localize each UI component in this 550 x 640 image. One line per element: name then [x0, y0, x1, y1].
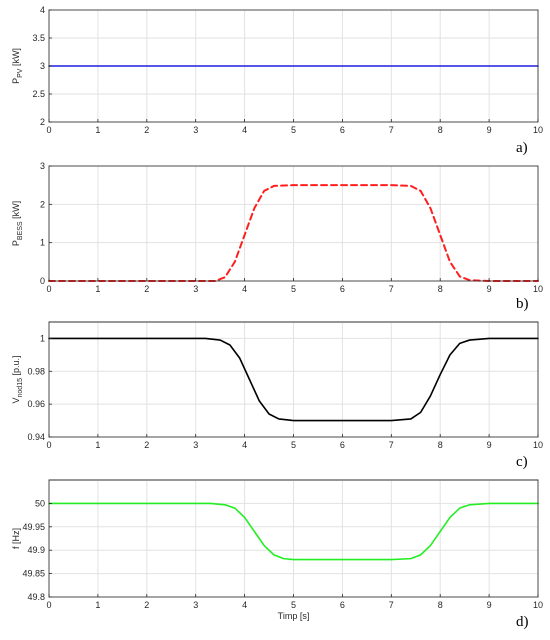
- x-tick-label: 7: [389, 284, 394, 294]
- x-tick-label: 0: [46, 600, 51, 610]
- x-tick-label: 7: [389, 440, 394, 450]
- chart-panel-c: 0 1 2 3 4 5 6 7 8 9 10 0.94 0.96 0.98 1 Vnod15 [p.u.] c): [11, 321, 543, 470]
- x-tick-label: 3: [193, 600, 198, 610]
- y-tick-label: 49.95: [22, 522, 45, 532]
- x-tick-label: 4: [242, 125, 247, 135]
- x-tick-label: 6: [340, 284, 345, 294]
- y-tick-label: 0: [40, 276, 45, 286]
- x-tick-label: 5: [291, 284, 296, 294]
- y-tick-label: 0.94: [27, 432, 45, 442]
- x-tick-label: 9: [487, 440, 492, 450]
- x-tick-label: 8: [438, 440, 443, 450]
- y-tick-label: 3: [40, 161, 45, 171]
- x-tick-label: 1: [95, 440, 100, 450]
- x-tick-label: 8: [438, 125, 443, 135]
- y-tick-label: 1: [40, 238, 45, 248]
- x-tick-label: 10: [533, 440, 543, 450]
- x-tick-label: 8: [438, 284, 443, 294]
- y-tick-label: 0.98: [27, 366, 45, 376]
- x-tick-label: 2: [144, 284, 149, 294]
- y-tick-label: 3: [40, 61, 45, 71]
- x-tick-label: 1: [95, 125, 100, 135]
- series-line: [48, 502, 539, 561]
- x-tick-label: 1: [95, 600, 100, 610]
- y-tick-label: 3.5: [32, 33, 45, 43]
- x-tick-label: 3: [193, 284, 198, 294]
- y-tick-label: 49.8: [27, 592, 45, 602]
- x-tick-label: 9: [487, 284, 492, 294]
- x-tick-label: 9: [487, 125, 492, 135]
- x-tick-label: 7: [389, 125, 394, 135]
- chart-panel-d: 0 1 2 3 4 5 6 7 8 9 10 49.8 49.85 49.9 49.95 50 f [Hz] Ti…: [11, 479, 543, 630]
- x-tick-label: 10: [533, 284, 543, 294]
- x-tick-label: 6: [340, 125, 345, 135]
- y-tick-label: 49.85: [22, 569, 45, 579]
- y-tick-label: 1: [40, 333, 45, 343]
- series-line: [48, 184, 539, 282]
- x-tick-label: 0: [46, 284, 51, 294]
- y-axis-label: PBESS [kW]: [11, 201, 24, 246]
- y-tick-label: 0.96: [27, 399, 45, 409]
- panel-tag: b): [516, 296, 529, 312]
- x-tick-label: 2: [144, 125, 149, 135]
- x-tick-label: 4: [242, 440, 247, 450]
- y-tick-label: 2: [40, 117, 45, 127]
- x-tick-label: 5: [291, 125, 296, 135]
- x-tick-label: 2: [144, 440, 149, 450]
- x-tick-label: 8: [438, 600, 443, 610]
- x-tick-label: 0: [46, 440, 51, 450]
- y-tick-label: 2: [40, 199, 45, 209]
- x-axis-label: Timp [s]: [278, 611, 310, 621]
- series-line: [48, 337, 539, 422]
- x-tick-label: 1: [95, 284, 100, 294]
- panel-tag: a): [516, 140, 528, 156]
- x-tick-label: 2: [144, 600, 149, 610]
- y-tick-label: 49.9: [27, 545, 45, 555]
- y-tick-label: 2.5: [32, 89, 45, 99]
- x-tick-label: 10: [533, 600, 543, 610]
- x-tick-label: 9: [487, 600, 492, 610]
- y-axis-label: PPV [kW]: [11, 48, 24, 84]
- x-tick-label: 3: [193, 125, 198, 135]
- x-tick-label: 10: [533, 125, 543, 135]
- chart-panel-a: 0 1 2 3 4 5 6 7 8 9 10 2 2.5 3 3.5 4 PPV [kW] a): [11, 5, 543, 156]
- y-axis-label: Vnod15 [p.u.]: [11, 356, 24, 404]
- x-tick-label: 3: [193, 440, 198, 450]
- y-tick-label: 50: [35, 498, 45, 508]
- x-tick-label: 5: [291, 440, 296, 450]
- y-tick-label: 4: [40, 5, 45, 15]
- panel-tag: d): [516, 614, 529, 630]
- x-tick-label: 0: [46, 125, 51, 135]
- x-tick-label: 4: [242, 600, 247, 610]
- chart-panel-b: 0 1 2 3 4 5 6 7 8 9 10 0 1 2 3 PBESS [kW] b): [11, 161, 543, 312]
- x-tick-label: 6: [340, 600, 345, 610]
- y-axis-label: f [Hz]: [11, 528, 21, 549]
- panel-tag: c): [516, 454, 528, 470]
- x-tick-label: 7: [389, 600, 394, 610]
- x-tick-label: 5: [291, 600, 296, 610]
- x-tick-label: 6: [340, 440, 345, 450]
- x-tick-label: 4: [242, 284, 247, 294]
